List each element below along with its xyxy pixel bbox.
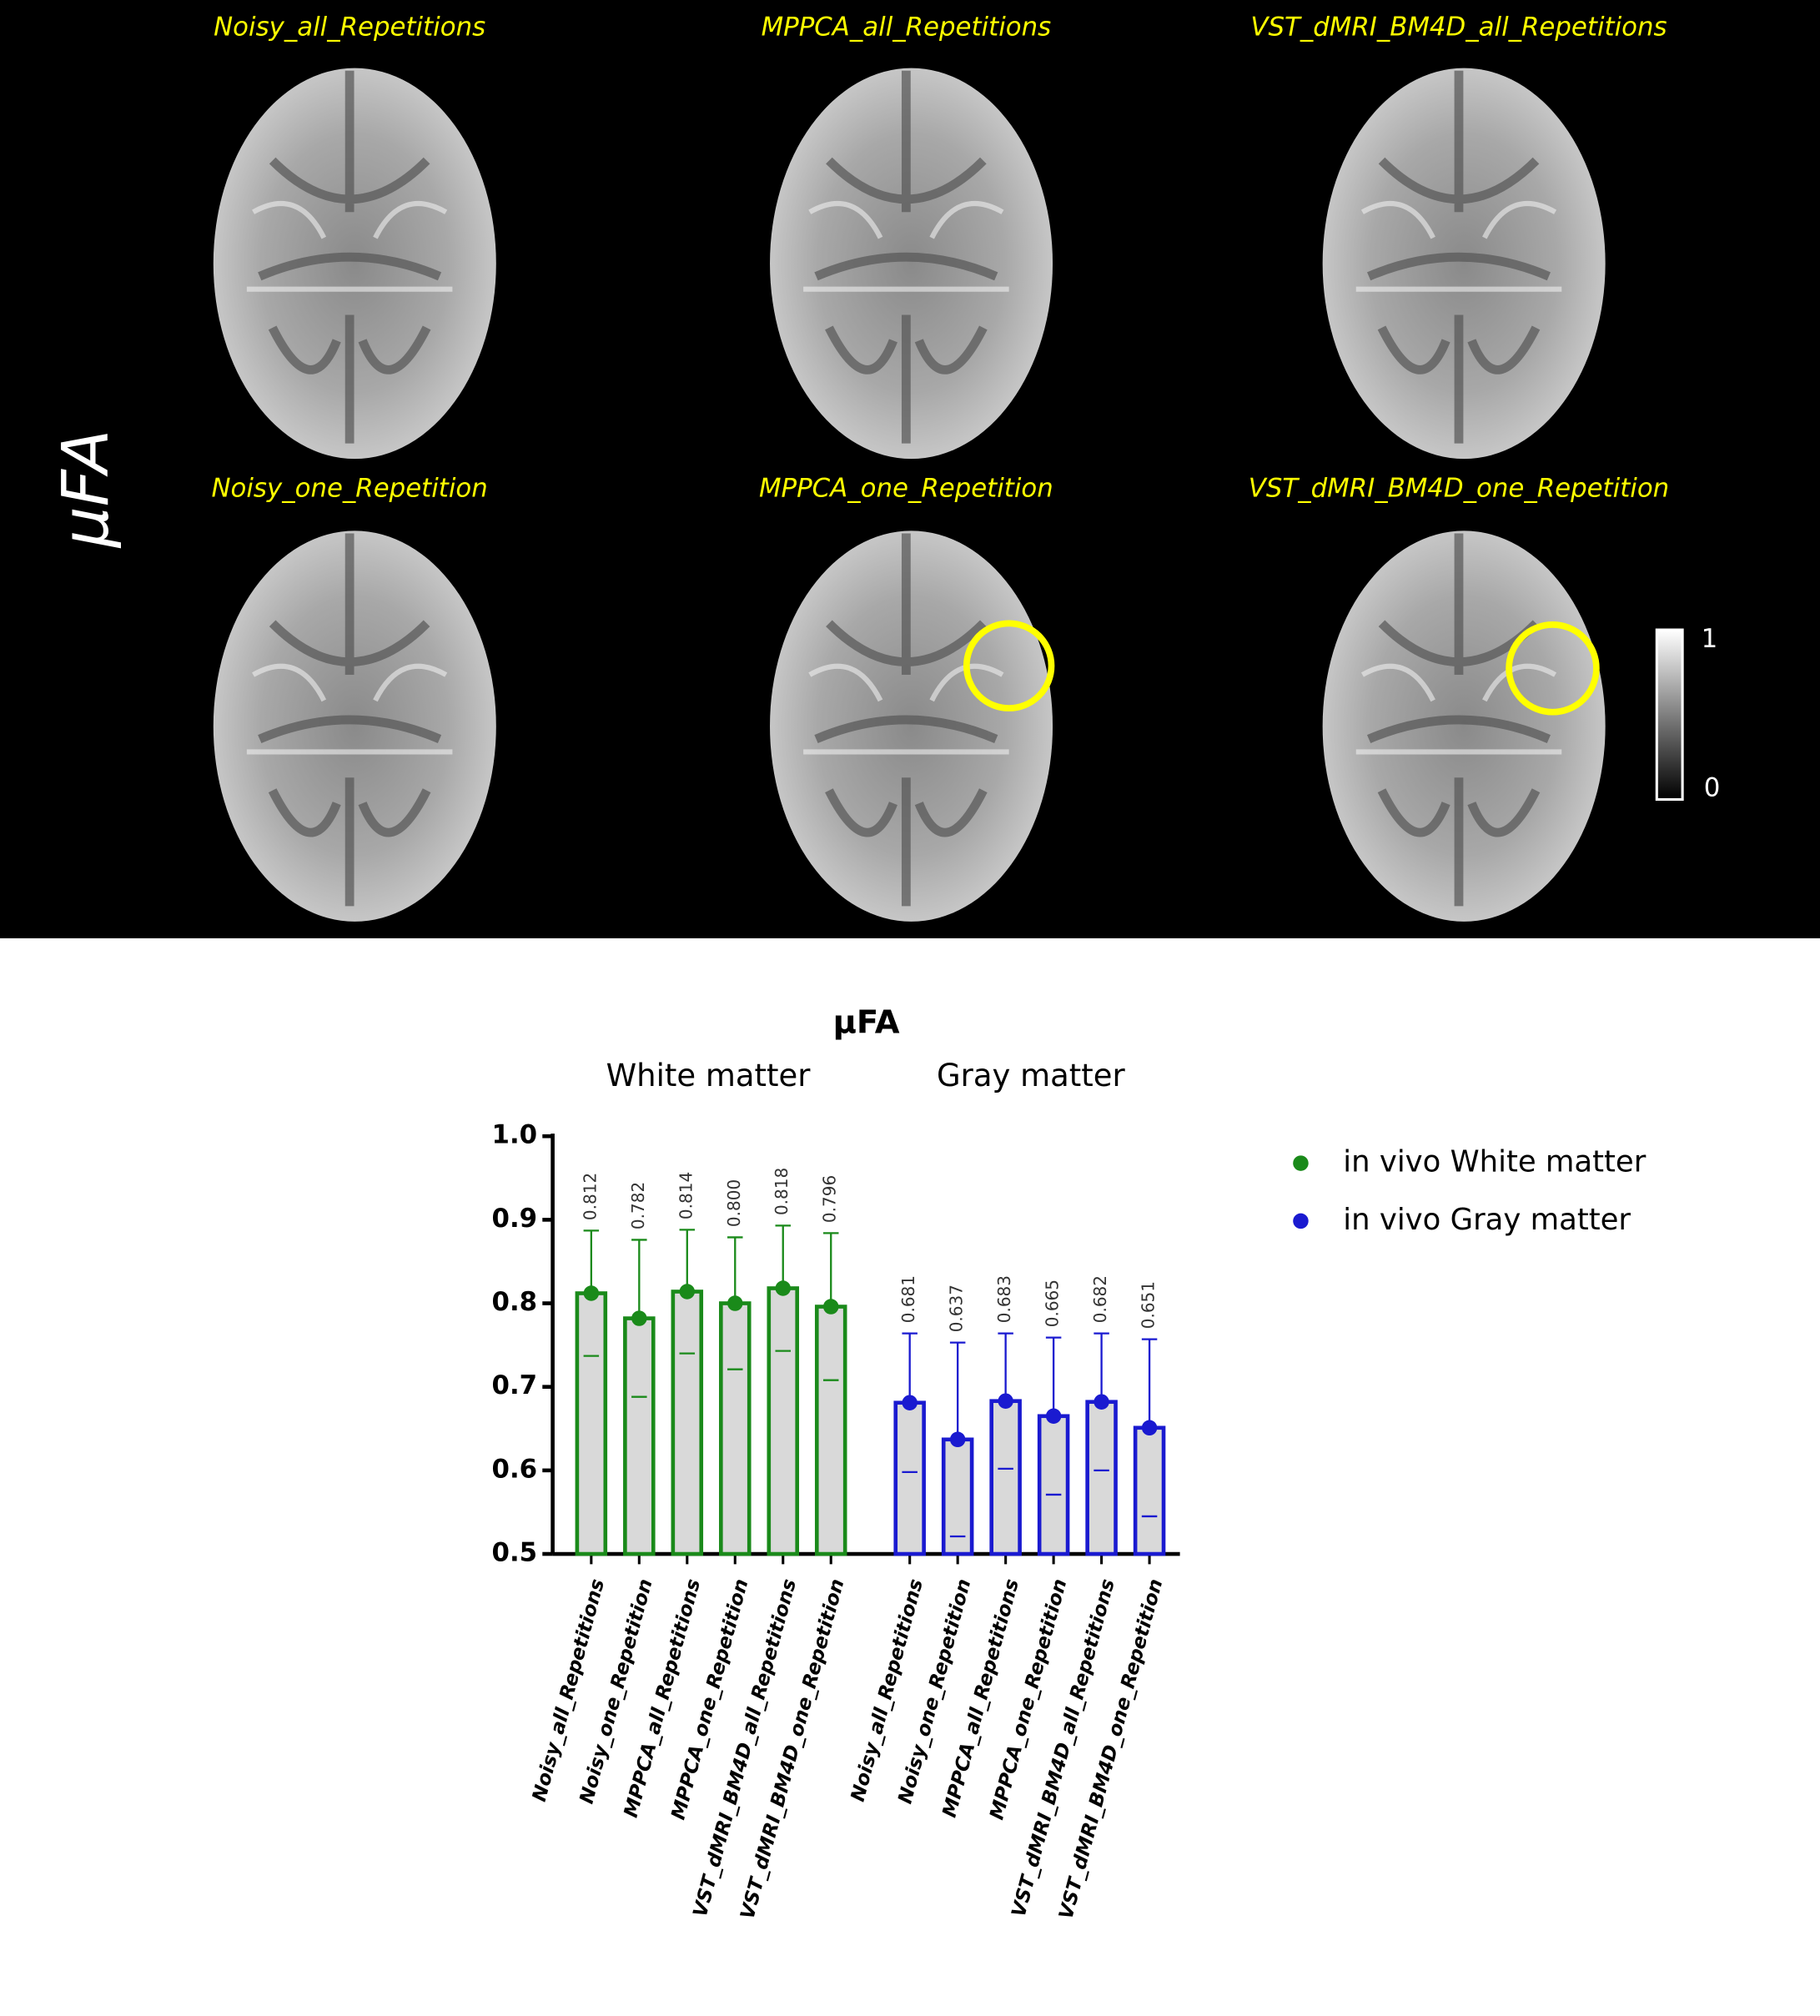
bar	[814, 1305, 847, 1556]
brain-structure	[1355, 200, 1562, 292]
colorbar-label: 0	[1704, 773, 1721, 803]
value-label: 0.818	[772, 1168, 792, 1215]
data-point	[1045, 1408, 1062, 1425]
value-label: 0.637	[947, 1285, 967, 1332]
panel-label: Noisy_one_Repetition	[212, 474, 488, 504]
brain-structure	[803, 200, 1009, 292]
bar	[893, 1400, 926, 1556]
brain-image	[770, 530, 1053, 922]
brain-structure	[1355, 663, 1562, 755]
data-point	[679, 1284, 696, 1300]
value-label: 0.782	[628, 1182, 648, 1229]
y-tick-label: 0.5	[492, 1538, 538, 1568]
bar	[1133, 1425, 1166, 1556]
y-tick-label: 0.8	[492, 1287, 538, 1317]
data-point	[1094, 1394, 1109, 1410]
data-point	[822, 1299, 839, 1315]
bar	[623, 1316, 656, 1556]
panel-label: VST_dMRI_BM4D_all_Repetitions	[1250, 12, 1667, 42]
value-label: 0.651	[1139, 1281, 1159, 1329]
highlight-circle	[1506, 621, 1600, 716]
colorbar	[1655, 628, 1684, 802]
value-label: 0.800	[724, 1179, 744, 1227]
panel-label: VST_dMRI_BM4D_one_Repetition	[1249, 474, 1669, 504]
data-point	[998, 1393, 1013, 1409]
brain-structure	[814, 533, 998, 907]
brain-structure	[246, 200, 453, 292]
brain-images	[213, 68, 1606, 922]
colorbar-label: 1	[1702, 624, 1718, 654]
brain-image	[213, 530, 496, 922]
brain-structure	[1367, 70, 1551, 444]
value-label: 0.683	[994, 1275, 1014, 1323]
brain-image	[1322, 68, 1606, 460]
legend-marker	[1293, 1155, 1309, 1171]
data-point	[902, 1395, 918, 1410]
group-label: Gray matter	[937, 1058, 1126, 1093]
data-point	[949, 1431, 966, 1448]
brain-structure	[258, 533, 442, 907]
bar	[767, 1286, 800, 1556]
legend-label: in vivo Gray matter	[1343, 1203, 1631, 1237]
value-label: 0.812	[580, 1173, 600, 1220]
panel-label: MPPCA_all_Repetitions	[762, 12, 1052, 42]
data-point	[775, 1280, 791, 1296]
bar	[1085, 1400, 1118, 1556]
side-label: μFA	[48, 430, 123, 550]
brain-structure	[258, 70, 442, 444]
bar	[941, 1437, 974, 1556]
panel-label: MPPCA_one_Repetition	[759, 474, 1053, 504]
brain-image	[1322, 530, 1606, 922]
data-point	[583, 1285, 600, 1301]
bar-chart: 0.50.60.70.80.91.0Noisy_all_RepetitionsN…	[492, 1120, 1647, 1922]
brain-structure	[1367, 533, 1551, 907]
highlight-circle	[963, 620, 1055, 711]
y-tick-label: 0.6	[492, 1454, 538, 1484]
value-label: 0.665	[1043, 1279, 1063, 1327]
brain-structure	[814, 70, 998, 444]
legend-marker	[1293, 1213, 1309, 1229]
value-label: 0.681	[898, 1275, 918, 1323]
panel-label: Noisy_all_Repetitions	[214, 12, 485, 42]
bar	[719, 1301, 752, 1556]
group-label: White matter	[606, 1058, 812, 1093]
brain-image	[770, 68, 1053, 460]
data-point	[1141, 1420, 1158, 1436]
brain-image	[213, 68, 496, 460]
y-tick-label: 0.7	[492, 1370, 538, 1400]
value-label: 0.796	[820, 1175, 840, 1223]
data-point	[727, 1295, 743, 1311]
brain-structure	[803, 663, 1009, 755]
value-label: 0.814	[676, 1172, 696, 1219]
brain-structure	[246, 663, 453, 755]
bar	[575, 1291, 608, 1556]
data-point	[631, 1310, 647, 1326]
bar	[671, 1290, 704, 1556]
bar	[989, 1399, 1022, 1556]
y-tick-label: 0.9	[492, 1204, 538, 1234]
value-label: 0.682	[1090, 1275, 1110, 1323]
bar	[1037, 1414, 1070, 1556]
legend-label: in vivo White matter	[1343, 1145, 1646, 1179]
y-tick-label: 1.0	[492, 1120, 538, 1150]
chart-title: μFA	[833, 1004, 900, 1042]
